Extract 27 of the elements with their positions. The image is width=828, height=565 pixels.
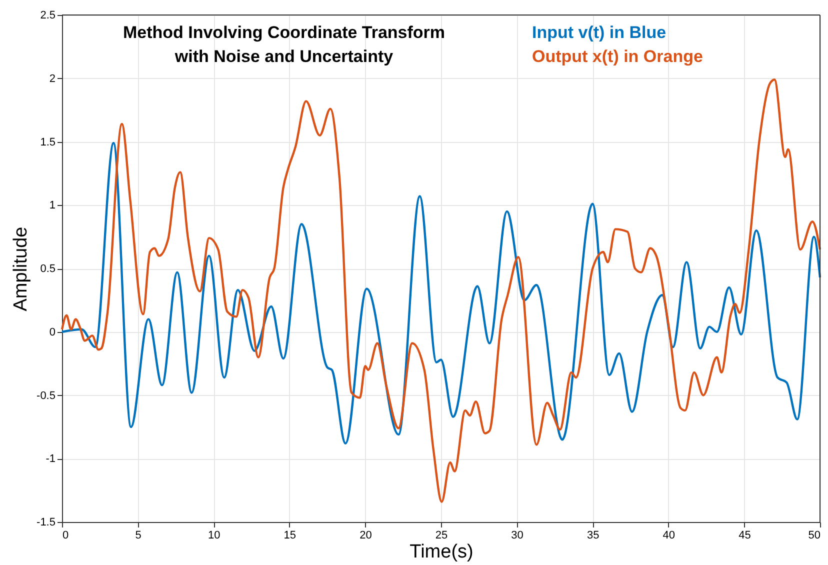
text: Input v(t) in Blue	[532, 23, 666, 42]
line-series	[60, 78, 822, 503]
line-series	[60, 142, 822, 445]
x-tick-label: 30	[511, 530, 524, 542]
y-tick-label: 1	[49, 200, 56, 212]
x-tick-label: 15	[284, 530, 296, 542]
y-tick-label: 2.5	[40, 10, 56, 22]
y-tick-label: -1.5	[36, 516, 56, 528]
text: Output x(t) in Orange	[532, 47, 703, 66]
y-tick-label: -1	[46, 453, 56, 466]
y-tick-label: -0.5	[36, 390, 56, 402]
x-tick-label: 20	[360, 530, 372, 542]
y-tick-label: 0	[49, 326, 56, 338]
y-tick-label: 0.5	[40, 263, 56, 275]
x-tick-label: 40	[662, 530, 676, 542]
text: Method Involving Coordinate Transform with Noise and Uncertainty	[122, 23, 446, 66]
y-axis-title: Amplitude	[10, 226, 32, 312]
x-tick-label: 10	[208, 530, 220, 542]
x-tick-label: 50	[808, 530, 820, 542]
x-tick-label: 0	[62, 530, 69, 542]
x-tick-label: 5	[135, 530, 142, 542]
x-tick-label: 35	[586, 530, 600, 542]
y-tick-label: 1.5	[40, 136, 56, 148]
x-tick-label: 25	[435, 530, 448, 542]
x-tick-label: 45	[738, 530, 751, 542]
y-tick-label: 2	[49, 72, 56, 85]
x-axis-title: Time(s)	[410, 542, 474, 562]
